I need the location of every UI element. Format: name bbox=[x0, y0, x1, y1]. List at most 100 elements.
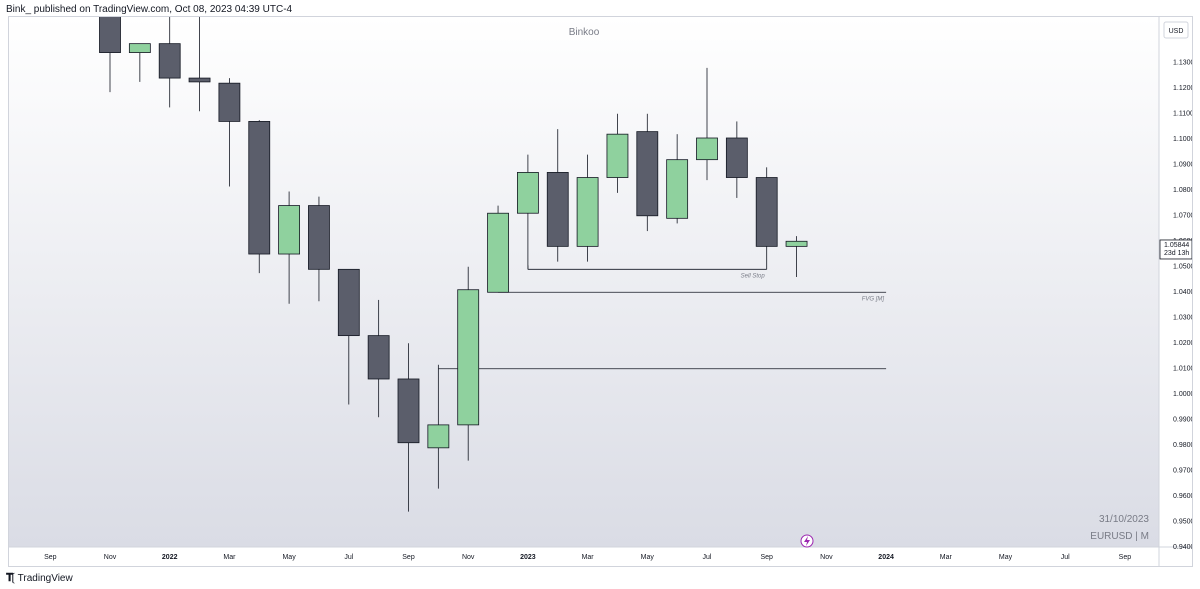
y-tick-label: 1.03000 bbox=[1173, 315, 1192, 322]
x-tick-label: Mar bbox=[940, 554, 953, 561]
candle bbox=[128, 43, 151, 82]
candle bbox=[487, 205, 509, 293]
candle-body bbox=[755, 177, 778, 247]
y-tick-label: 0.95000 bbox=[1173, 519, 1192, 526]
x-tick-label: Nov bbox=[820, 554, 833, 561]
x-tick-label: Jul bbox=[703, 554, 712, 561]
candle-body bbox=[128, 43, 151, 53]
candle-body bbox=[785, 240, 808, 247]
x-tick-label: Mar bbox=[582, 554, 595, 561]
y-tick-label: 1.00000 bbox=[1173, 391, 1192, 398]
candle bbox=[457, 266, 480, 461]
x-tick-label: 2023 bbox=[520, 554, 536, 561]
footer: 𝐓❲ TradingView bbox=[6, 572, 73, 585]
candle-body bbox=[158, 43, 181, 79]
tradingview-logo-icon: 𝐓❲ bbox=[6, 572, 15, 584]
candle bbox=[755, 167, 778, 270]
candle-body bbox=[546, 172, 569, 247]
candle-body bbox=[308, 205, 330, 270]
candle-body bbox=[427, 424, 450, 449]
x-tick-label: Nov bbox=[462, 554, 475, 561]
lightning-icon[interactable] bbox=[800, 534, 814, 548]
x-tick-label: Sep bbox=[760, 554, 773, 561]
currency-badge[interactable]: USD bbox=[1163, 21, 1189, 39]
y-tick-label: 1.13000 bbox=[1173, 60, 1192, 67]
candle-body bbox=[99, 17, 121, 53]
candle-body bbox=[278, 205, 301, 255]
y-tick-label: 1.01000 bbox=[1173, 366, 1192, 373]
candle bbox=[188, 17, 211, 112]
price-axis: 1.13000 1.12000 1.11000 1.10000 1.09000 1.080… bbox=[1173, 60, 1192, 552]
candle-body bbox=[666, 159, 689, 219]
candle-body bbox=[696, 137, 718, 161]
candle bbox=[278, 191, 301, 304]
candle bbox=[725, 121, 748, 198]
candle bbox=[158, 17, 181, 108]
candle bbox=[546, 129, 569, 262]
candle bbox=[576, 154, 599, 262]
candle bbox=[696, 67, 718, 181]
last-price-label: 1.05844 bbox=[1164, 242, 1189, 249]
x-tick-label: Mar bbox=[223, 554, 236, 561]
x-tick-label: 2024 bbox=[878, 554, 894, 561]
x-tick-label: May bbox=[999, 554, 1013, 561]
y-tick-label: 1.04000 bbox=[1173, 289, 1192, 296]
candle-body bbox=[606, 133, 629, 178]
candle-body bbox=[248, 121, 271, 255]
publish-info: Bink_ published on TradingView.com, Oct … bbox=[6, 4, 293, 15]
candle bbox=[337, 268, 360, 405]
y-tick-label: 0.98000 bbox=[1173, 442, 1192, 449]
candle bbox=[218, 78, 241, 187]
x-tick-label: May bbox=[641, 554, 655, 561]
candle bbox=[367, 299, 390, 418]
y-tick-label: 1.05000 bbox=[1173, 264, 1192, 271]
date-watermark: 31/10/2023 bbox=[1099, 514, 1149, 525]
candle bbox=[397, 343, 420, 512]
x-tick-label: May bbox=[282, 554, 296, 561]
candle-body bbox=[487, 212, 509, 293]
x-tick-label: Jul bbox=[344, 554, 353, 561]
candle-body bbox=[337, 268, 360, 337]
y-tick-label: 1.08000 bbox=[1173, 187, 1192, 194]
candle bbox=[516, 154, 539, 270]
candle bbox=[308, 196, 330, 302]
y-tick-label: 0.96000 bbox=[1173, 493, 1192, 500]
candle bbox=[427, 368, 450, 489]
last-price-tag: 1.05844 23d 13h bbox=[1159, 239, 1192, 260]
level-lines: Sell Stop FVG [M] bbox=[437, 265, 887, 370]
candle-body bbox=[218, 82, 241, 122]
candle-body bbox=[367, 335, 390, 380]
candle-body bbox=[397, 378, 420, 444]
candle-body bbox=[576, 177, 599, 247]
y-tick-label: 0.99000 bbox=[1173, 417, 1192, 424]
y-tick-label: 1.11000 bbox=[1173, 111, 1192, 118]
candle bbox=[666, 134, 689, 224]
x-tick-label: Jul bbox=[1061, 554, 1070, 561]
y-tick-label: 1.07000 bbox=[1173, 213, 1192, 220]
candle-body bbox=[188, 77, 211, 83]
chart-title: Binkoo bbox=[569, 27, 600, 38]
currency-label: USD bbox=[1169, 28, 1184, 35]
countdown-label: 23d 13h bbox=[1164, 250, 1189, 257]
y-tick-label: 1.09000 bbox=[1173, 162, 1192, 169]
y-tick-label: 0.94000 bbox=[1173, 544, 1192, 551]
x-tick-label: Sep bbox=[402, 554, 415, 561]
candle bbox=[636, 113, 659, 232]
y-tick-label: 0.97000 bbox=[1173, 468, 1192, 475]
candle-body bbox=[457, 289, 480, 426]
x-tick-label: Nov bbox=[104, 554, 117, 561]
symbol-label: EURUSD | M bbox=[1090, 531, 1149, 542]
x-tick-label: Sep bbox=[44, 554, 57, 561]
y-tick-label: 1.02000 bbox=[1173, 340, 1192, 347]
candle-body bbox=[636, 131, 659, 217]
x-tick-label: Sep bbox=[1119, 554, 1132, 561]
y-tick-label: 1.10000 bbox=[1173, 136, 1192, 143]
level-label: Sell Stop bbox=[741, 273, 766, 279]
time-axis: Sep Nov 2022 Mar May Jul Sep Nov 2023 Mar May Jul Se… bbox=[44, 554, 1131, 561]
candle-body bbox=[725, 137, 748, 178]
footer-brand: TradingView bbox=[17, 573, 73, 584]
candle bbox=[248, 120, 271, 274]
candle bbox=[99, 17, 121, 93]
